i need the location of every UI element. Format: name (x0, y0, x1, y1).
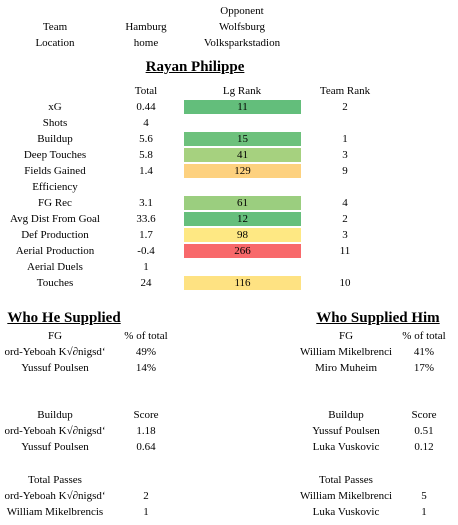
league-rank: 12 (184, 212, 301, 226)
table-header: Buildup (37, 409, 73, 421)
stat-total: -0.4 (137, 245, 155, 257)
stat-total: 24 (140, 277, 152, 289)
league-rank: 98 (184, 228, 301, 242)
team-rank: 2 (342, 101, 348, 113)
team-rank: 1 (342, 133, 348, 145)
team-rank: 2 (342, 213, 348, 225)
league-rank: 61 (184, 196, 301, 210)
column-header: Team Rank (319, 85, 371, 97)
team-rank: 4 (342, 197, 348, 209)
league-rank: 129 (184, 164, 301, 178)
league-rank: 116 (184, 276, 301, 290)
team-rank: 9 (342, 165, 348, 177)
player-name-cell: Miro Muheim (314, 362, 378, 374)
stat-label: Touches (36, 277, 74, 289)
stat-label: Efficiency (32, 181, 78, 193)
player-name-cell: Yussuf Poulsen (21, 441, 89, 453)
team-rank: 3 (342, 149, 348, 161)
table-header: Total Passes (28, 474, 82, 486)
header-label: Opponent (220, 5, 264, 17)
stat-total: 1.4 (139, 165, 153, 177)
stat-label: Shots (42, 117, 68, 129)
header-row-label: Team (42, 21, 68, 33)
team-rank: 11 (339, 245, 351, 257)
stat-total: 4 (143, 117, 149, 129)
stat-label: Aerial Production (15, 245, 95, 257)
table-value: 0.64 (136, 441, 156, 453)
table-value: 0.12 (414, 441, 434, 453)
player-name-cell: ord-Yeboah K√∂nigsd‘ (4, 425, 106, 437)
header-value: home (133, 37, 159, 49)
table-header: Score (133, 409, 159, 421)
table-header: % of total (124, 330, 168, 342)
league-rank: 11 (184, 100, 301, 114)
table-header: % of total (402, 330, 446, 342)
player-name-cell: ord-Yeboah K√∂nigsd‘ (4, 346, 106, 358)
stat-label: xG (48, 101, 62, 113)
stat-total: 33.6 (136, 213, 156, 225)
table-value: 49% (135, 346, 157, 358)
column-header: Total (134, 85, 158, 97)
table-value: 1.18 (136, 425, 156, 437)
header-opponent: Wolfsburg (219, 21, 265, 33)
table-value: 17% (413, 362, 435, 374)
stat-label: Buildup (37, 133, 73, 145)
player-name-cell: William Mikelbrenci (299, 490, 393, 502)
stat-total: 1 (143, 261, 149, 273)
player-name: Rayan Philippe (145, 59, 245, 75)
section-title: Who Supplied Him (316, 310, 440, 326)
table-value: 5 (421, 490, 427, 502)
stat-total: 5.8 (139, 149, 153, 161)
league-rank: 15 (184, 132, 301, 146)
header-row-label: Location (35, 37, 75, 49)
table-header: FG (338, 330, 354, 342)
player-name-cell: Yussuf Poulsen (312, 425, 380, 437)
stat-total: 3.1 (139, 197, 153, 209)
section-title: Who He Supplied (7, 310, 121, 326)
team-rank: 10 (339, 277, 351, 289)
stat-label: Aerial Duels (27, 261, 83, 273)
player-name-cell: Luka Vuskovic (312, 506, 380, 518)
stat-label: FG Rec (38, 197, 72, 209)
player-name-cell: Luka Vuskovic (312, 441, 380, 453)
table-value: 14% (135, 362, 157, 374)
stat-total: 0.44 (136, 101, 156, 113)
stat-label: Fields Gained (24, 165, 86, 177)
player-name-cell: Yussuf Poulsen (21, 362, 89, 374)
table-value: 0.51 (414, 425, 434, 437)
player-name-cell: William Mikelbrencis (6, 506, 104, 518)
team-rank: 3 (342, 229, 348, 241)
stat-label: Avg Dist From Goal (10, 213, 100, 225)
player-name-cell: ord-Yeboah K√∂nigsd‘ (4, 490, 106, 502)
stat-total: 1.7 (139, 229, 153, 241)
header-value: Hamburg (125, 21, 167, 33)
stat-label: Deep Touches (23, 149, 87, 161)
player-name-cell: William Mikelbrenci (299, 346, 393, 358)
header-opponent: Volksparkstadion (203, 37, 281, 49)
table-header: Total Passes (319, 474, 373, 486)
table-value: 1 (421, 506, 427, 518)
league-rank: 41 (184, 148, 301, 162)
league-rank: 266 (184, 244, 301, 258)
table-header: FG (47, 330, 63, 342)
stat-label: Def Production (21, 229, 89, 241)
table-value: 2 (143, 490, 149, 502)
table-value: 41% (413, 346, 435, 358)
table-header: Score (411, 409, 437, 421)
table-value: 1 (143, 506, 149, 518)
stat-total: 5.6 (139, 133, 153, 145)
table-header: Buildup (328, 409, 364, 421)
column-header: Lg Rank (222, 85, 262, 97)
